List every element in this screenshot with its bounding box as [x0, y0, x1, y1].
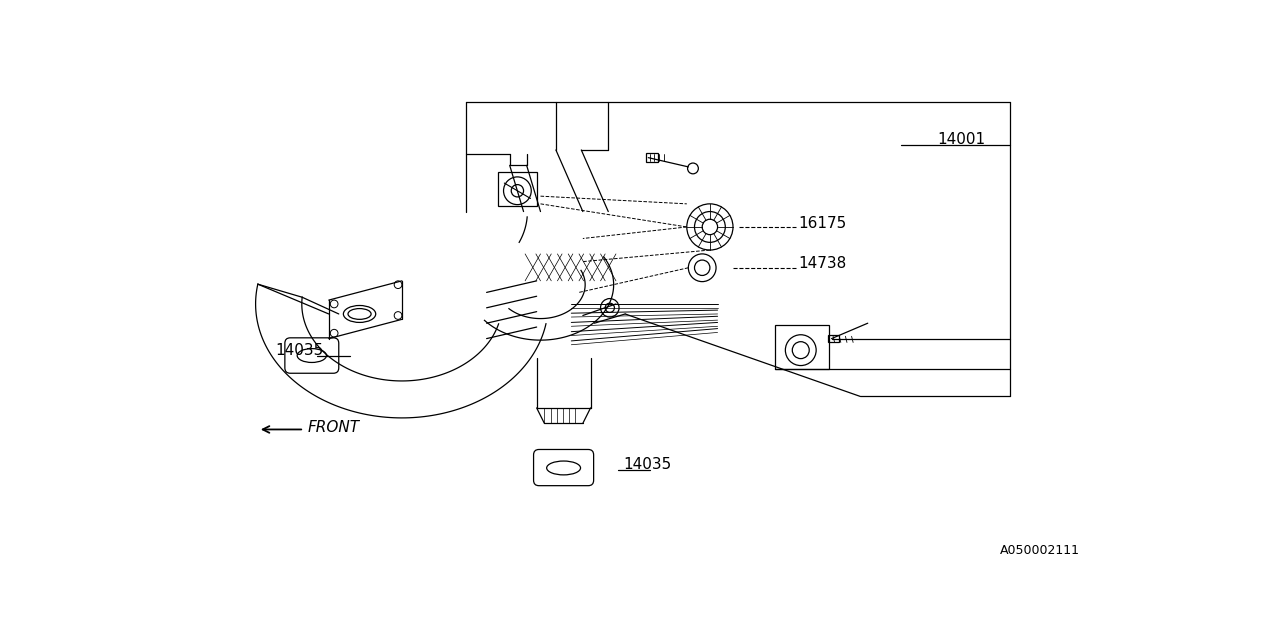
Text: 14035: 14035 [275, 344, 323, 358]
Bar [828, 335, 840, 342]
Bar [646, 153, 658, 163]
Text: 14035: 14035 [623, 458, 671, 472]
Bar [776, 324, 829, 369]
Bar [498, 172, 536, 206]
Text: A050002111: A050002111 [1000, 544, 1079, 557]
Text: 14738: 14738 [799, 255, 846, 271]
Text: 14001: 14001 [937, 132, 986, 147]
Text: 16175: 16175 [799, 216, 846, 230]
Text: FRONT: FRONT [307, 420, 360, 435]
